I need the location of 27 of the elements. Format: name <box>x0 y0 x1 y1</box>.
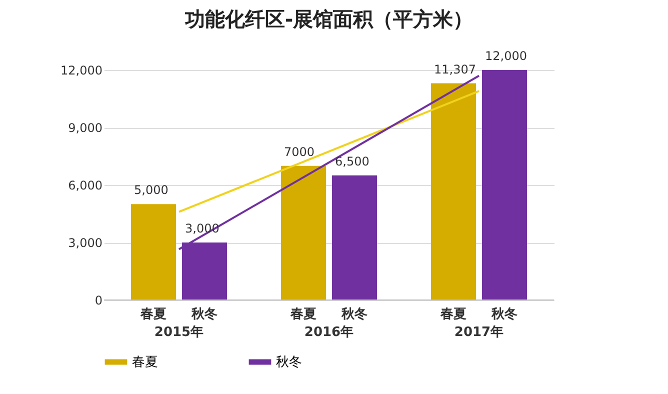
bar <box>332 175 377 300</box>
text: 春夏 <box>290 307 316 322</box>
y-tick-label: 6,000 <box>68 178 102 192</box>
data-label: 5,000 <box>134 183 168 198</box>
y-tick-label: 3,000 <box>68 236 102 250</box>
legend-label: 秋冬 <box>276 355 302 370</box>
legend-label: 春夏 <box>132 355 158 370</box>
text: 秋冬 <box>342 307 368 322</box>
text: 秋冬 <box>492 307 518 322</box>
x-tick-label: 2017年 <box>454 325 504 340</box>
data-label: 7000 <box>284 144 315 159</box>
x-tick-label: 2016年 <box>304 325 354 340</box>
y-tick-label: 0 <box>94 294 102 308</box>
data-label: 6,500 <box>335 154 370 168</box>
text: 春夏 <box>440 307 466 322</box>
bar <box>431 83 476 300</box>
data-label: 12,000 <box>485 49 527 63</box>
text: 春夏 <box>140 307 166 322</box>
bar <box>131 204 176 300</box>
x-tick-label: 2015年 <box>154 325 204 340</box>
chart-title: 功能化纤区-展馆面积（平方米） <box>184 7 474 31</box>
bar <box>281 166 326 300</box>
y-tick-label: 9,000 <box>68 121 102 135</box>
data-label: 11,307 <box>434 62 476 76</box>
text: 秋冬 <box>192 307 218 322</box>
bar <box>482 70 527 300</box>
y-tick-label: 12,000 <box>60 64 102 78</box>
